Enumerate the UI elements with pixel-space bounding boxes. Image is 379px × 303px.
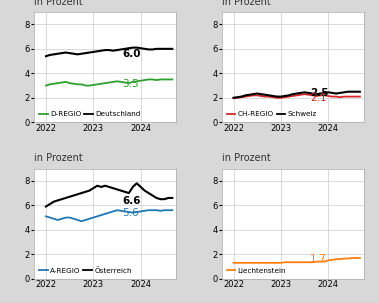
Text: 2.5: 2.5 — [310, 88, 328, 98]
Text: 6.6: 6.6 — [122, 195, 141, 205]
Text: 1.7: 1.7 — [310, 254, 326, 264]
Legend: CH-REGIO, Schweiz: CH-REGIO, Schweiz — [226, 110, 318, 119]
Text: in Prozent: in Prozent — [34, 0, 83, 7]
Text: 3.5: 3.5 — [122, 79, 139, 89]
Text: in Prozent: in Prozent — [222, 0, 271, 7]
Text: in Prozent: in Prozent — [222, 153, 271, 163]
Text: 2.1: 2.1 — [310, 93, 326, 103]
Legend: D-REGIO, Deutschland: D-REGIO, Deutschland — [38, 110, 142, 119]
Text: in Prozent: in Prozent — [34, 153, 83, 163]
Text: 6.0: 6.0 — [122, 49, 141, 59]
Text: 5.6: 5.6 — [122, 208, 139, 218]
Legend: Liechtenstein: Liechtenstein — [226, 266, 288, 275]
Legend: A-REGIO, Österreich: A-REGIO, Österreich — [38, 265, 133, 275]
